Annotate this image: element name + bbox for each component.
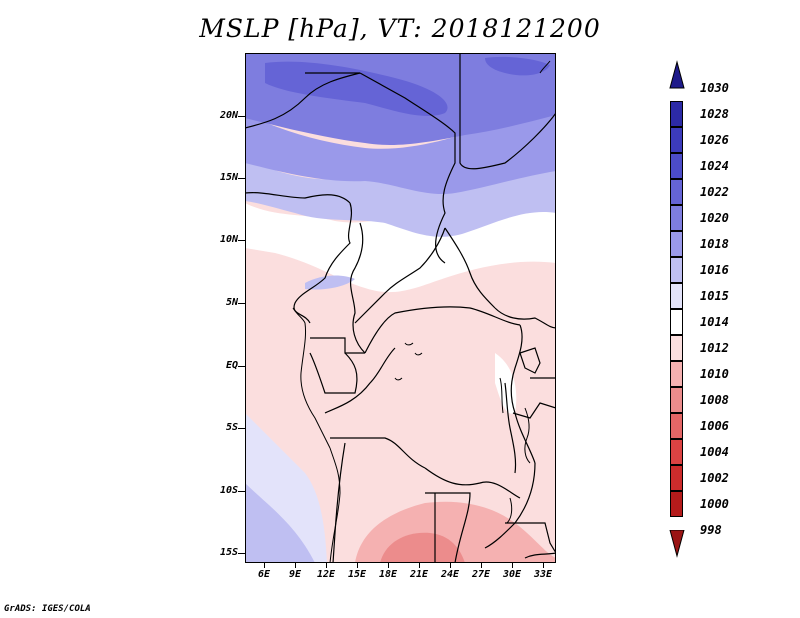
lat-label: 5N: [225, 297, 238, 308]
lon-tick: [512, 563, 513, 568]
colorbar-swatch: [670, 413, 683, 439]
colorbar-swatch: [670, 335, 683, 361]
lon-label: 12E: [316, 569, 336, 580]
lat-label: 20N: [219, 110, 238, 121]
map-frame: [245, 53, 556, 563]
footer-credit: GrADS: IGES/COLA: [4, 604, 91, 614]
field-1016-sw: [245, 483, 315, 563]
colorbar-swatch: [670, 387, 683, 413]
colorbar-value: 1010: [700, 367, 729, 381]
lon-tick: [295, 563, 296, 568]
colorbar-value: 1006: [700, 419, 729, 433]
colorbar-swatch: [670, 439, 683, 465]
lat-tick: [238, 366, 245, 367]
lon-label: 24E: [440, 569, 460, 580]
lon-label: 15E: [347, 569, 367, 580]
colorbar-value: 1028: [700, 107, 729, 121]
colorbar-swatch: [670, 153, 683, 179]
colorbar-swatch: [670, 491, 683, 517]
colorbar-swatch: [670, 309, 683, 335]
colorbar-value: 1015: [700, 289, 729, 303]
colorbar-swatch: [670, 257, 683, 283]
lat-tick: [238, 116, 245, 117]
colorbar-value: 1030: [700, 81, 729, 95]
lon-tick: [388, 563, 389, 568]
colorbar-swatch: [670, 465, 683, 491]
colorbar-value: 1020: [700, 211, 729, 225]
lon-tick: [419, 563, 420, 568]
lat-label: 15N: [219, 172, 238, 183]
colorbar-top-arrow: [669, 60, 685, 89]
colorbar-swatch: [670, 283, 683, 309]
lat-label: 10S: [219, 485, 238, 496]
lat-tick: [238, 303, 245, 304]
colorbar-value: 1024: [700, 159, 729, 173]
colorbar-swatch: [670, 231, 683, 257]
colorbar-swatch: [670, 205, 683, 231]
lon-tick: [326, 563, 327, 568]
lat-label: 5S: [225, 422, 238, 433]
lon-label: 21E: [409, 569, 429, 580]
colorbar-value: 998: [700, 523, 722, 537]
colorbar-value: 1022: [700, 185, 729, 199]
lon-tick: [264, 563, 265, 568]
colorbar-value: 1016: [700, 263, 729, 277]
colorbar-value: 1012: [700, 341, 729, 355]
colorbar-swatch: [670, 361, 683, 387]
colorbar-value: 1004: [700, 445, 729, 459]
field-1008: [380, 532, 465, 563]
lat-label: EQ: [225, 360, 238, 371]
coastline: [292, 60, 551, 563]
lon-label: 18E: [378, 569, 398, 580]
lat-tick: [238, 491, 245, 492]
colorbar-value: 1014: [700, 315, 729, 329]
lon-label: 27E: [471, 569, 491, 580]
lat-label: 10N: [219, 234, 238, 245]
colorbar-swatch: [670, 101, 683, 127]
field-1016-patch: [305, 275, 355, 290]
colorbar-bottom-arrow: [669, 530, 685, 558]
lon-label: 30E: [502, 569, 522, 580]
country-borders: [245, 53, 556, 563]
lon-tick: [543, 563, 544, 568]
lon-tick: [450, 563, 451, 568]
lat-tick: [238, 240, 245, 241]
lon-tick: [481, 563, 482, 568]
lat-tick: [238, 553, 245, 554]
lon-label: 33E: [533, 569, 553, 580]
lat-label: 15S: [219, 547, 238, 558]
lon-label: 6E: [257, 569, 271, 580]
colorbar-swatch: [670, 127, 683, 153]
pressure-map: [245, 53, 556, 563]
map-title: MSLP [hPa], VT: 2018121200: [199, 14, 601, 43]
colorbar-value: 1018: [700, 237, 729, 251]
colorbar-value: 1002: [700, 471, 729, 485]
lon-tick: [357, 563, 358, 568]
pressure-field: [245, 53, 556, 563]
field-1022-north: [265, 61, 448, 116]
colorbar-value: 1000: [700, 497, 729, 511]
field-1022-east: [485, 56, 550, 76]
colorbar-value: 1008: [700, 393, 729, 407]
lat-tick: [238, 178, 245, 179]
lat-tick: [238, 428, 245, 429]
colorbar-value: 1026: [700, 133, 729, 147]
lon-label: 9E: [288, 569, 302, 580]
colorbar-swatch: [670, 179, 683, 205]
